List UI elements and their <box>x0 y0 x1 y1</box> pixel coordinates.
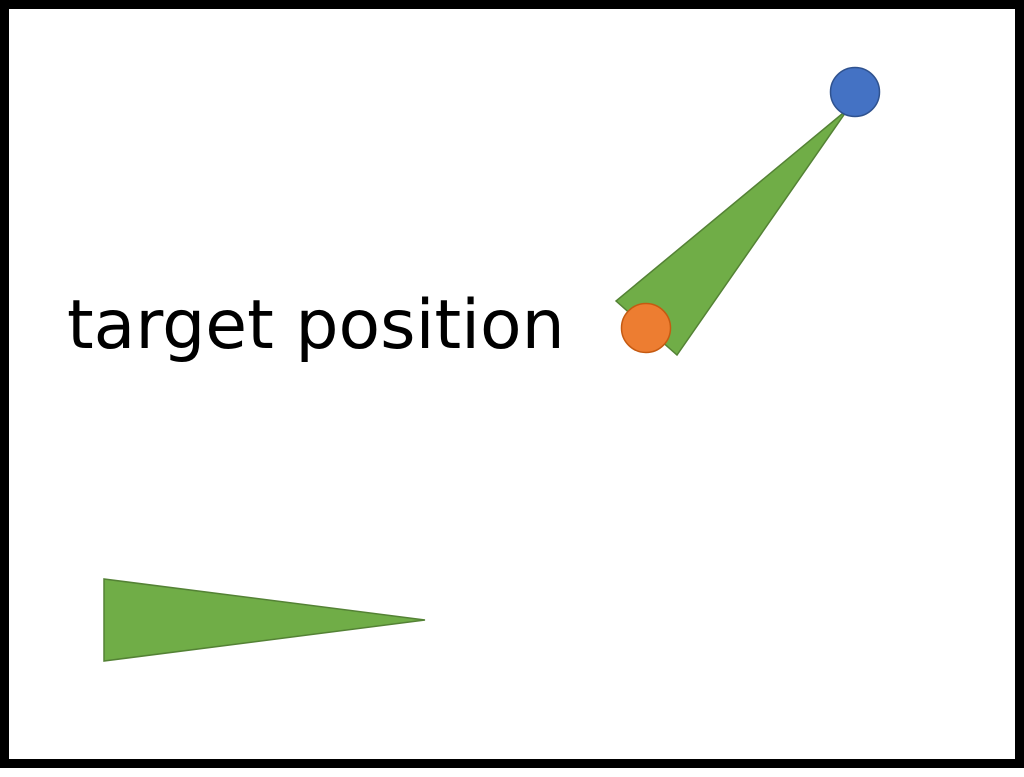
end-effector-joint <box>829 66 881 118</box>
target-position-marker <box>620 302 672 354</box>
target-position-label: target position <box>67 286 565 365</box>
diagram-canvas: target position <box>67 66 881 662</box>
resting-arm-link <box>103 578 426 662</box>
